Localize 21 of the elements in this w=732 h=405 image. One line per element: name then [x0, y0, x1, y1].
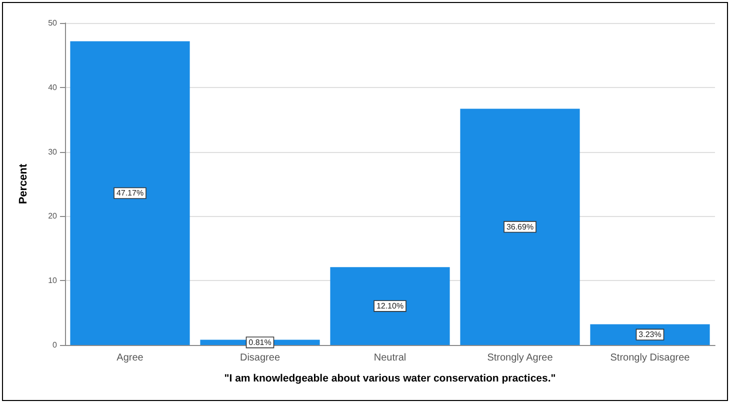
data-label: 12.10% — [376, 302, 404, 311]
bar — [330, 267, 450, 345]
y-tick-label: 20 — [48, 212, 58, 221]
y-tick-label: 50 — [48, 18, 58, 28]
bar — [70, 41, 190, 345]
x-tick-label: Neutral — [374, 352, 406, 364]
x-tick-label: Disagree — [240, 352, 280, 364]
data-label: 0.81% — [248, 338, 272, 347]
data-label: 47.17% — [116, 188, 144, 198]
x-axis-title: "I am knowledgeable about various water conservation practices." — [224, 372, 556, 384]
y-tick-label: 0 — [52, 340, 58, 350]
y-tick-label: 10 — [48, 276, 58, 286]
x-tick-label: Strongly Disagree — [610, 352, 690, 364]
bar — [460, 108, 580, 345]
y-tick-label: 40 — [48, 82, 58, 92]
y-axis-title: Percent — [18, 163, 30, 204]
data-label: 36.69% — [506, 222, 534, 232]
x-tick-label: Strongly Agree — [487, 352, 554, 364]
x-tick-label: Agree — [116, 352, 144, 364]
y-tick-label: 30 — [48, 147, 58, 156]
data-label: 3.23% — [638, 330, 662, 340]
